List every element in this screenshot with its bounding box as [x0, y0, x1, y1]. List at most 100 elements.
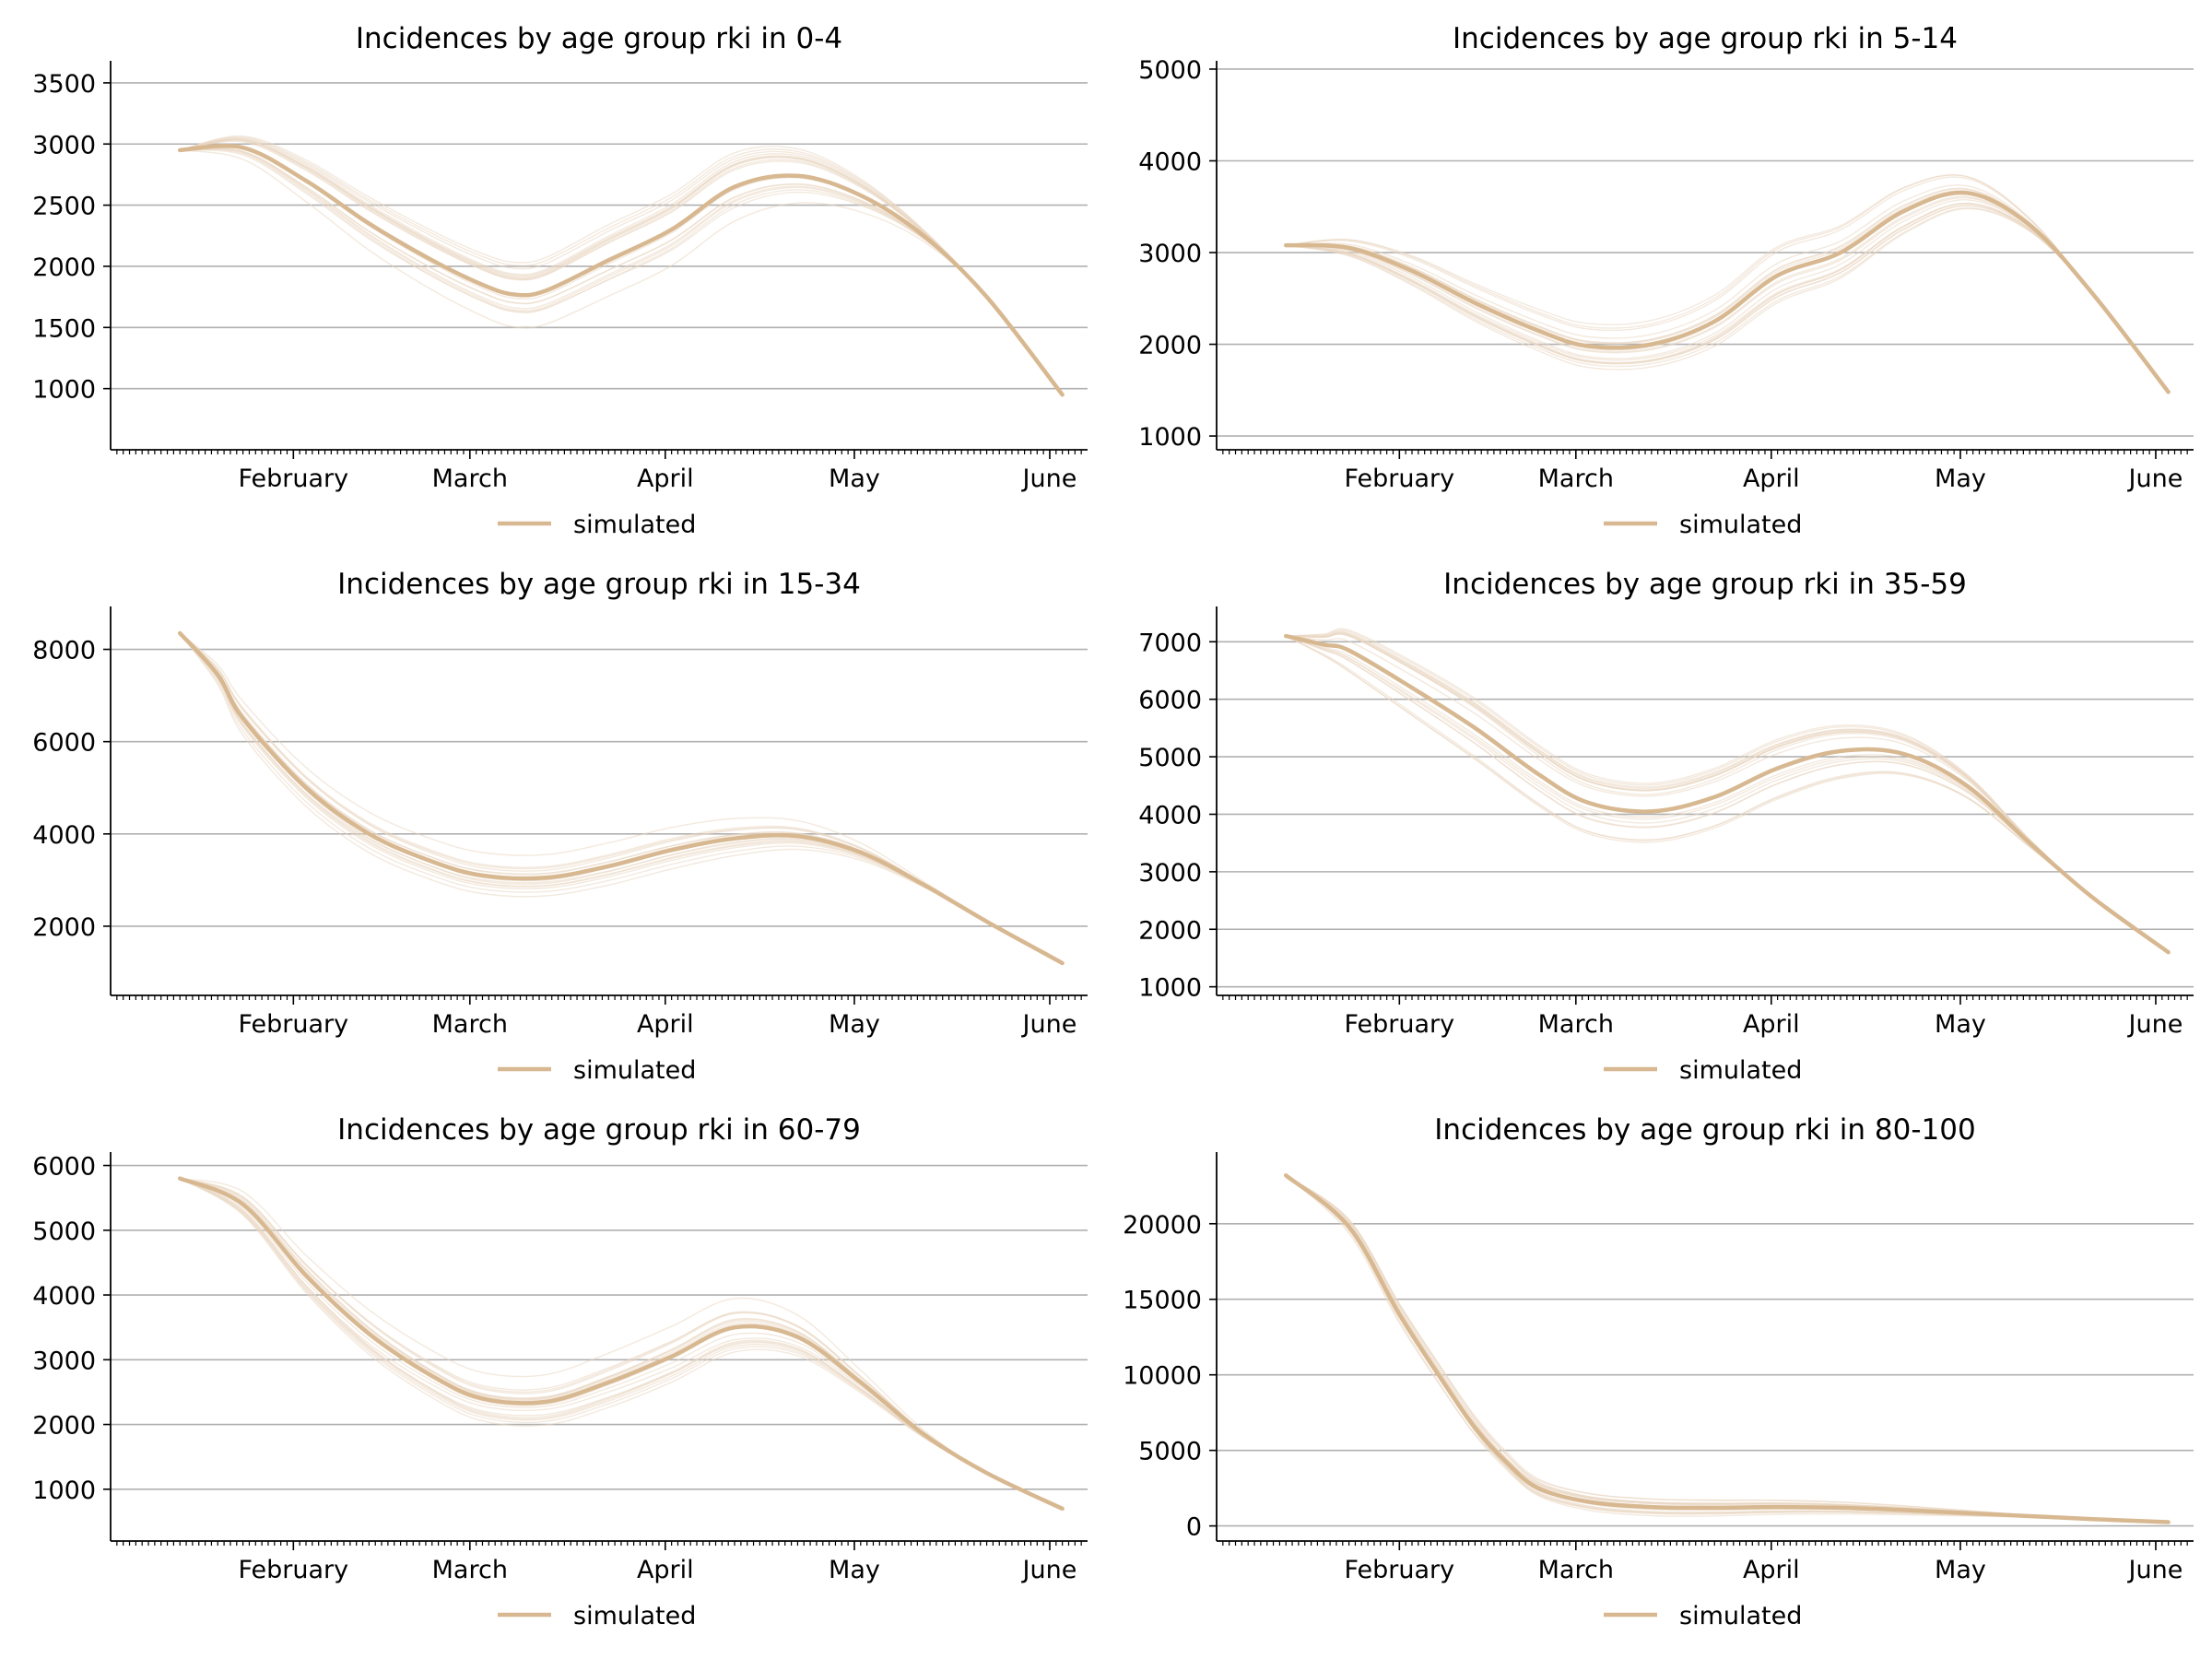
simulation-sample-line — [179, 1177, 1063, 1510]
simulation-sample-line — [179, 1177, 1063, 1510]
subplot-title: Incidences by age group rki in 0-4 — [356, 22, 842, 55]
x-tick-label: June — [2127, 465, 2183, 493]
simulated-mean-line — [1283, 1173, 2171, 1524]
simulation-sample-line — [179, 632, 1063, 964]
simulation-sample-line — [1285, 1174, 2169, 1524]
simulation-sample-line — [1286, 203, 2170, 393]
y-tick-label: 10000 — [1123, 1362, 1202, 1391]
x-tick-label: May — [829, 1010, 880, 1039]
x-tick-label: April — [637, 1010, 694, 1039]
simulation-sample-line — [180, 149, 1064, 395]
x-tick-label: February — [238, 1556, 348, 1584]
x-tick-label: March — [1538, 1010, 1614, 1039]
legend: simulated — [498, 511, 696, 539]
simulation-sample-line — [180, 138, 1064, 395]
simulation-sample-line — [1285, 1174, 2169, 1524]
simulation-sample-line — [1286, 176, 2170, 393]
x-tick-label: February — [1344, 1010, 1454, 1039]
y-tick-label: 1000 — [1138, 423, 1202, 452]
y-tick-label: 3000 — [32, 131, 96, 159]
x-tick-label: February — [1344, 1556, 1454, 1584]
y-tick-label: 1000 — [32, 376, 96, 405]
subplot-title: Incidences by age group rki in 15-34 — [337, 568, 861, 601]
simulation-sample-line — [1286, 630, 2170, 953]
simulation-sample-line — [179, 1177, 1063, 1510]
simulated-mean-line — [1283, 633, 2171, 955]
simulated-mean-line — [177, 630, 1065, 966]
y-tick-label: 2000 — [32, 913, 96, 942]
y-tick-label: 3500 — [32, 70, 96, 99]
simulation-sample-line — [179, 632, 1063, 964]
simulation-sample-line — [180, 148, 1064, 395]
simulation-sample-line — [1285, 1174, 2169, 1524]
subplot-2: Incidences by age group rki in 15-34 2000… — [32, 568, 1088, 1085]
y-tick-label: 5000 — [1138, 56, 1202, 85]
x-tick-label: April — [1743, 1010, 1800, 1039]
x-tick-label: May — [1935, 1556, 1986, 1584]
simulation-sample-line — [179, 1177, 1063, 1510]
y-tick-label: 4000 — [1138, 148, 1202, 177]
x-tick-label: February — [238, 1010, 348, 1039]
simulation-sample-line — [180, 138, 1064, 395]
x-tick-label: June — [2127, 1556, 2183, 1584]
subplot-0: Incidences by age group rki in 0-4 1000 15… — [32, 22, 1088, 539]
subplot-title: Incidences by age group rki in 80-100 — [1434, 1113, 1975, 1147]
simulation-sample-line — [179, 1177, 1063, 1510]
legend-label: simulated — [573, 1602, 696, 1630]
simulation-sample-line — [179, 1177, 1063, 1510]
y-tick-label: 4000 — [1138, 801, 1202, 830]
simulation-sample-line — [1285, 1174, 2169, 1524]
y-tick-label: 1500 — [32, 314, 96, 343]
y-tick-label: 15000 — [1123, 1287, 1202, 1315]
simulation-sample-line — [179, 1177, 1063, 1510]
y-tick-label: 3000 — [32, 1347, 96, 1375]
simulation-sample-line — [1285, 1174, 2169, 1524]
x-tick-label: June — [1021, 1010, 1077, 1039]
x-tick-label: May — [829, 1556, 880, 1584]
x-tick-label: June — [1021, 1556, 1077, 1584]
simulation-sample-line — [1286, 184, 2170, 393]
x-tick-label: March — [432, 465, 508, 493]
simulation-sample-line — [180, 1177, 1063, 1510]
simulated-mean-line — [1283, 190, 2171, 394]
x-tick-label: May — [829, 465, 880, 493]
simulation-sample-line — [179, 1177, 1063, 1510]
y-tick-label: 3000 — [1138, 240, 1202, 268]
legend: simulated — [1604, 1602, 1802, 1630]
simulated-mean-line — [177, 144, 1065, 397]
simulation-sample-line — [179, 1177, 1063, 1510]
simulation-sample-line — [180, 138, 1064, 395]
legend-label: simulated — [573, 511, 696, 539]
subplot-5: Incidences by age group rki in 80-100 0 50… — [1123, 1113, 2194, 1630]
simulation-sample-line — [1286, 207, 2170, 393]
y-tick-label: 4000 — [32, 821, 96, 850]
simulation-sample-line — [179, 1177, 1063, 1510]
x-tick-label: March — [1538, 1556, 1614, 1584]
x-tick-label: April — [1743, 465, 1800, 493]
y-tick-label: 6000 — [32, 1153, 96, 1182]
x-tick-label: May — [1935, 465, 1986, 493]
y-tick-label: 5000 — [32, 1218, 96, 1246]
simulation-sample-line — [179, 632, 1063, 964]
simulation-sample-line — [1285, 1174, 2169, 1524]
simulation-sample-line — [1285, 1174, 2169, 1524]
y-tick-label: 20000 — [1123, 1211, 1202, 1240]
x-tick-label: March — [432, 1556, 508, 1584]
simulation-sample-line — [1285, 1174, 2169, 1524]
legend: simulated — [498, 1602, 696, 1630]
y-tick-label: 6000 — [1138, 687, 1202, 715]
simulation-sample-line — [1286, 188, 2170, 393]
legend: simulated — [498, 1056, 696, 1085]
simulation-sample-line — [179, 632, 1063, 964]
simulation-sample-line — [180, 1177, 1063, 1510]
legend-label: simulated — [573, 1056, 696, 1085]
y-tick-label: 4000 — [32, 1282, 96, 1311]
simulation-sample-line — [179, 632, 1063, 964]
simulation-sample-line — [179, 632, 1063, 964]
simulation-sample-line — [1286, 196, 2170, 393]
subplot-title: Incidences by age group rki in 35-59 — [1443, 568, 1967, 601]
simulation-sample-line — [179, 632, 1063, 964]
simulation-sample-line — [179, 1177, 1063, 1510]
subplot-3: Incidences by age group rki in 35-59 1000… — [1138, 568, 2194, 1085]
y-tick-label: 1000 — [32, 1477, 96, 1505]
